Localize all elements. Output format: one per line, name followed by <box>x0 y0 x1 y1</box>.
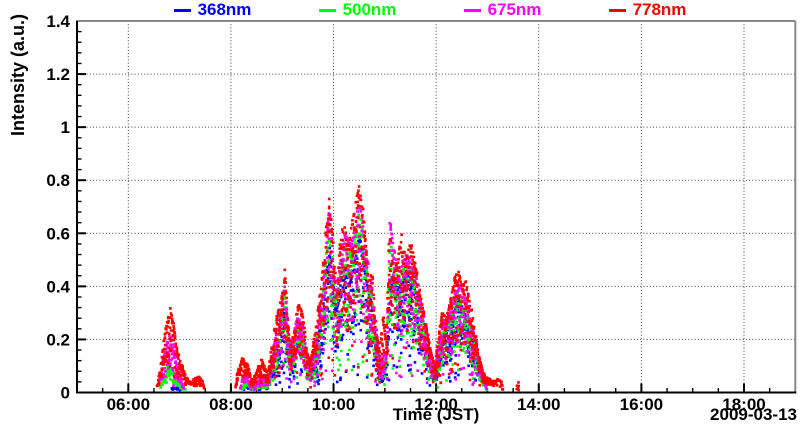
legend-item-500nm: 500nm <box>285 0 430 20</box>
y-tick-label: 0.8 <box>46 171 70 190</box>
legend-label-675nm: 675nm <box>487 0 542 19</box>
legend-item-368nm: 368nm <box>140 0 285 20</box>
x-axis-title: Time (JST) <box>392 405 480 424</box>
legend-label-778nm: 778nm <box>632 0 687 19</box>
y-tick-label: 0.4 <box>46 277 70 296</box>
y-tick-label: 0.2 <box>46 330 70 349</box>
legend-label-500nm: 500nm <box>342 0 397 19</box>
series-points-778nm <box>155 185 520 392</box>
x-tick-label: 06:00 <box>107 395 150 414</box>
series-points-675nm <box>157 197 488 392</box>
x-tick-label: 08:00 <box>209 395 252 414</box>
y-axis-title: Intensity (a.u.) <box>8 14 28 137</box>
y-tick-label: 0 <box>61 384 70 403</box>
legend-line-swatch-368nm <box>173 8 191 12</box>
x-tick-label: 12:00 <box>414 395 457 414</box>
x-tick-label: 16:00 <box>620 395 663 414</box>
y-tick-label: 1.2 <box>46 65 70 84</box>
y-tick-label: 0.6 <box>46 224 70 243</box>
x-tick-label: 10:00 <box>312 395 355 414</box>
legend-line-swatch-778nm <box>608 8 626 12</box>
x-tick-label: 18:00 <box>722 395 765 414</box>
legend-line-swatch-500nm <box>318 8 336 12</box>
y-tick-label: 1 <box>61 118 70 137</box>
series-points-368nm <box>170 234 488 392</box>
date-label: 2009-03-13 <box>710 405 797 424</box>
legend-line-swatch-675nm <box>463 8 481 12</box>
legend-label-368nm: 368nm <box>197 0 252 19</box>
legend-item-675nm: 675nm <box>430 0 575 20</box>
x-tick-label: 14:00 <box>517 395 560 414</box>
legend: 368nm 500nm 675nm 778nm <box>140 0 720 20</box>
y-tick-label: 1.4 <box>46 12 70 31</box>
legend-item-778nm: 778nm <box>575 0 720 20</box>
